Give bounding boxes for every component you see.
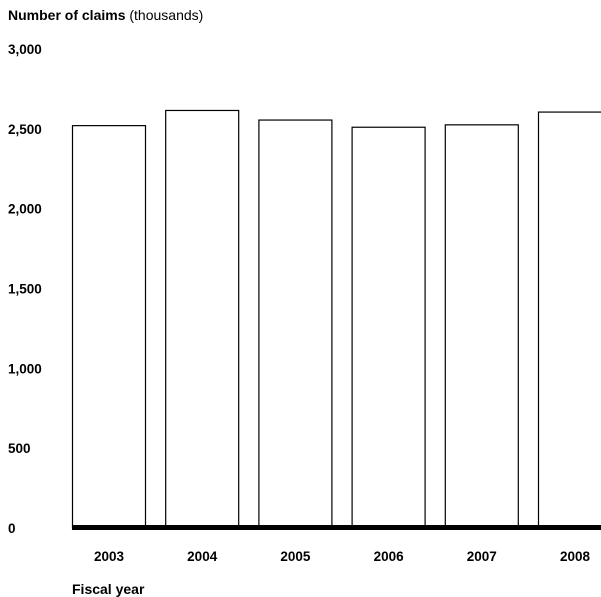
x-axis: 2003 2004 2005 2006 2007 2008 xyxy=(94,549,591,564)
y-tick-label: 2,000 xyxy=(8,202,42,217)
x-tick-label: 2006 xyxy=(374,549,405,564)
bar-2007 xyxy=(444,124,519,529)
bar-2006 xyxy=(351,126,426,529)
y-tick-label: 500 xyxy=(8,441,31,456)
bar-2003 xyxy=(71,125,147,529)
y-tick-label: 1,000 xyxy=(8,361,42,376)
bar-2004 xyxy=(165,109,240,529)
chart-title-unit: (thousands) xyxy=(129,7,204,23)
x-tick-label: 2003 xyxy=(94,549,125,564)
bar-2008 xyxy=(537,111,601,529)
x-axis-label: Fiscal year xyxy=(72,581,145,597)
y-tick-label: 3,000 xyxy=(8,42,42,57)
y-tick-label: 0 xyxy=(8,521,16,536)
x-tick-label: 2005 xyxy=(280,549,311,564)
bar-2005 xyxy=(258,119,333,529)
y-tick-label: 1,500 xyxy=(8,282,42,297)
bars xyxy=(71,109,601,529)
x-axis-line xyxy=(72,525,601,530)
chart-title: Number of claims (thousands) xyxy=(8,7,203,23)
x-tick-label: 2008 xyxy=(560,549,591,564)
chart-title-bold: Number of claims xyxy=(8,7,126,23)
y-tick-label: 2,500 xyxy=(8,122,42,137)
x-tick-label: 2004 xyxy=(187,549,218,564)
x-tick-label: 2007 xyxy=(467,549,497,564)
y-axis: 0 500 1,000 1,500 2,000 2,500 3,000 xyxy=(8,42,42,536)
